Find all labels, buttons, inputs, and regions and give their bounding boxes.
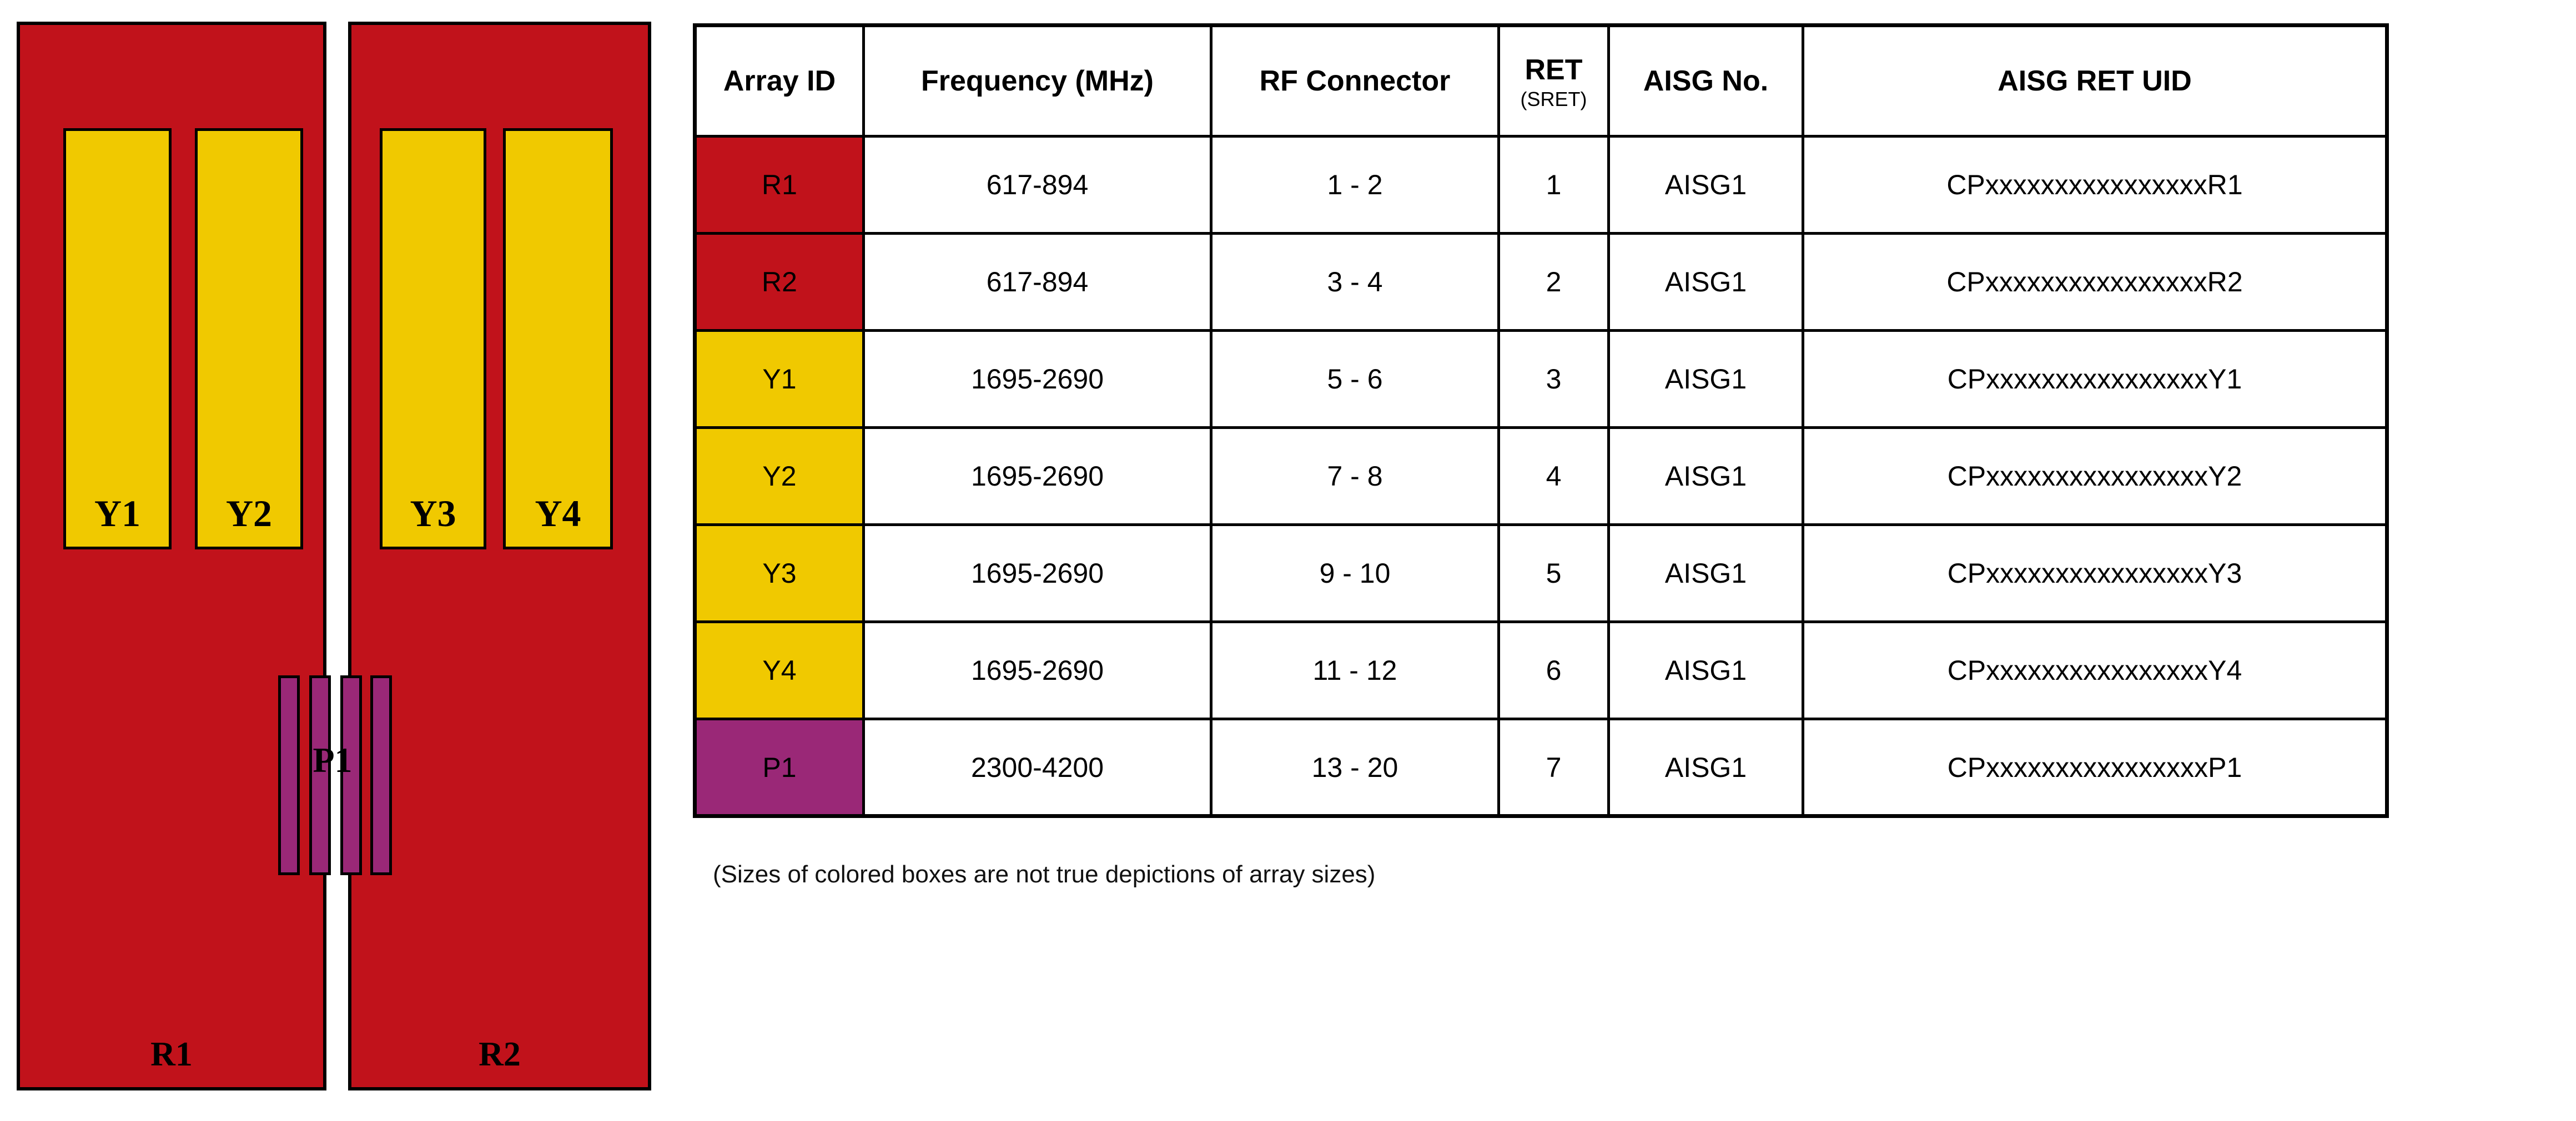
spec-table-head-row: Array ID Frequency (MHz) RF Connector RET (S… — [693, 24, 2388, 138]
table-row: R1 617-894 1 - 2 1 AISG1 CPxxxxxxxxxxxxxxxxR1 — [693, 135, 2388, 235]
p-array-bar-3 — [340, 675, 362, 875]
array-label-Y2: Y2 — [225, 492, 273, 534]
table-row: Y2 1695-2690 7 - 8 4 AISG1 CPxxxxxxxxxxxxxxxx… — [693, 426, 2388, 526]
p-array-bar-4 — [370, 675, 392, 875]
table-row: Y1 1695-2690 5 - 6 3 AISG1 CPxxxxxxxxxxxxxxxx… — [693, 329, 2388, 429]
column-header-rf_connector: RF Connector — [1210, 24, 1500, 138]
panel-label-R2: R2 — [479, 1036, 521, 1073]
cell-frequency: 1695-2690 — [862, 329, 1212, 429]
cell-ret: 2 — [1497, 232, 1610, 332]
spec-table-body: R1 617-894 1 - 2 1 AISG1 CPxxxxxxxxxxxxxxxxR1… — [693, 135, 2388, 817]
p-array-label-P1: P1 — [313, 740, 353, 780]
cell-rf_connector: 5 - 6 — [1210, 329, 1500, 429]
column-header-aisg_no: AISG No. — [1607, 24, 1804, 138]
cell-ret: 4 — [1497, 426, 1610, 526]
cell-aisg_ret_uid: CPxxxxxxxxxxxxxxxxY1 — [1802, 329, 2388, 429]
cell-rf_connector: 1 - 2 — [1210, 135, 1500, 235]
cell-aisg_ret_uid: CPxxxxxxxxxxxxxxxxR1 — [1802, 135, 2388, 235]
cell-ret: 7 — [1497, 718, 1610, 817]
column-header-aisg_ret_uid: AISG RET UID — [1802, 24, 2388, 138]
cell-rf_connector: 11 - 12 — [1210, 620, 1500, 720]
p-array-bar-1 — [278, 675, 300, 875]
antenna-array-diagram: Y1 Y2 R1 Y3 Y4 R2 P1 — [0, 0, 688, 1121]
cell-frequency: 617-894 — [862, 135, 1212, 235]
cell-aisg_ret_uid: CPxxxxxxxxxxxxxxxxR2 — [1802, 232, 2388, 332]
array-box-Y1: Y1 — [63, 128, 172, 549]
cell-aisg_ret_uid: CPxxxxxxxxxxxxxxxxY4 — [1802, 620, 2388, 720]
cell-aisg_no: AISG1 — [1607, 426, 1804, 526]
cell-frequency: 2300-4200 — [862, 718, 1212, 817]
cell-aisg_ret_uid: CPxxxxxxxxxxxxxxxxY2 — [1802, 426, 2388, 526]
cell-array_id: Y1 — [693, 329, 865, 429]
column-header-ret: RET (SRET) — [1497, 24, 1610, 138]
cell-array_id: Y3 — [693, 523, 865, 623]
reflector-panel-R2: Y3 Y4 R2 — [348, 22, 651, 1090]
table-row: Y4 1695-2690 11 - 12 6 AISG1 CPxxxxxxxxxxxxxx… — [693, 620, 2388, 720]
cell-array_id: R1 — [693, 135, 865, 235]
reflector-panel-R1: Y1 Y2 R1 — [17, 22, 326, 1090]
array-box-Y3: Y3 — [380, 128, 486, 549]
column-header-frequency: Frequency (MHz) — [862, 24, 1212, 138]
cell-aisg_no: AISG1 — [1607, 135, 1804, 235]
cell-frequency: 1695-2690 — [862, 426, 1212, 526]
cell-aisg_no: AISG1 — [1607, 329, 1804, 429]
cell-aisg_ret_uid: CPxxxxxxxxxxxxxxxxY3 — [1802, 523, 2388, 623]
array-box-Y2: Y2 — [195, 128, 303, 549]
cell-frequency: 617-894 — [862, 232, 1212, 332]
cell-frequency: 1695-2690 — [862, 523, 1212, 623]
cell-aisg_no: AISG1 — [1607, 718, 1804, 817]
cell-rf_connector: 9 - 10 — [1210, 523, 1500, 623]
cell-ret: 6 — [1497, 620, 1610, 720]
column-header-array_id: Array ID — [693, 24, 865, 138]
cell-rf_connector: 7 - 8 — [1210, 426, 1500, 526]
cell-ret: 1 — [1497, 135, 1610, 235]
array-spec-table: Array ID Frequency (MHz) RF Connector RET (S… — [693, 23, 2389, 818]
array-label-Y3: Y3 — [410, 492, 456, 534]
cell-array_id: P1 — [693, 718, 865, 817]
cell-frequency: 1695-2690 — [862, 620, 1212, 720]
table-row: R2 617-894 3 - 4 2 AISG1 CPxxxxxxxxxxxxxxxxR2 — [693, 232, 2388, 332]
panel-label-R1: R1 — [150, 1036, 193, 1073]
footnote-text: (Sizes of colored boxes are not true dep… — [713, 861, 1376, 888]
cell-ret: 3 — [1497, 329, 1610, 429]
cell-rf_connector: 13 - 20 — [1210, 718, 1500, 817]
cell-aisg_ret_uid: CPxxxxxxxxxxxxxxxxP1 — [1802, 718, 2388, 817]
table-row: P1 2300-4200 13 - 20 7 AISG1 CPxxxxxxxxxxxxxx… — [693, 718, 2388, 817]
cell-aisg_no: AISG1 — [1607, 523, 1804, 623]
array-label-Y1: Y1 — [94, 492, 141, 534]
array-box-Y4: Y4 — [503, 128, 613, 549]
array-label-Y4: Y4 — [535, 492, 581, 534]
cell-aisg_no: AISG1 — [1607, 232, 1804, 332]
p-array-bar-2 — [309, 675, 331, 875]
table-row: Y3 1695-2690 9 - 10 5 AISG1 CPxxxxxxxxxxxxxxx… — [693, 523, 2388, 623]
cell-ret: 5 — [1497, 523, 1610, 623]
cell-array_id: R2 — [693, 232, 865, 332]
cell-aisg_no: AISG1 — [1607, 620, 1804, 720]
cell-rf_connector: 3 - 4 — [1210, 232, 1500, 332]
cell-array_id: Y2 — [693, 426, 865, 526]
cell-array_id: Y4 — [693, 620, 865, 720]
